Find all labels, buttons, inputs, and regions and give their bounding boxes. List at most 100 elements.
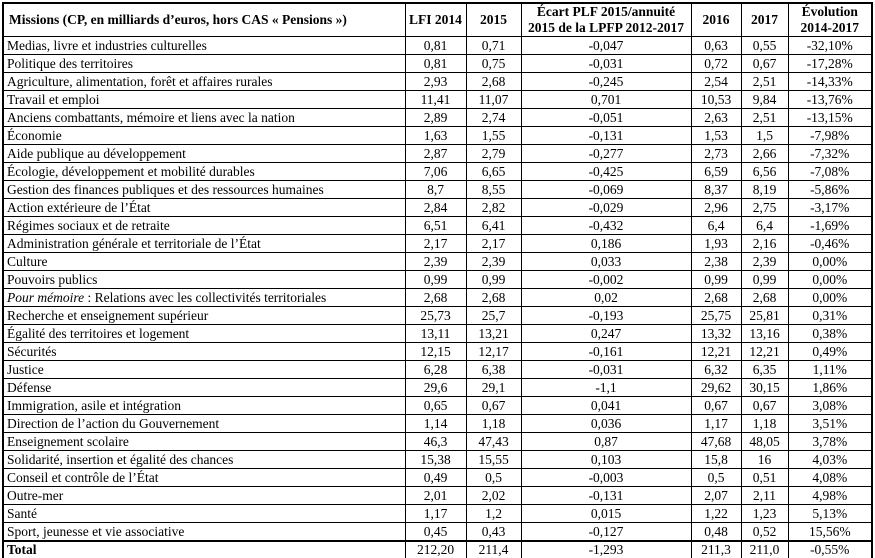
value-cell: 3,08%: [787, 395, 873, 415]
table-row: Travail et emploi 11,41 11,07 0,701 10,53 9,8…: [2, 89, 873, 109]
value-cell: -1,1: [520, 377, 692, 397]
value-cell: 0,48: [690, 521, 742, 541]
value-cell: 1,23: [740, 503, 789, 523]
value-cell: 0,67: [465, 395, 522, 415]
table-row: Écologie, développement et mobilité dura…: [2, 161, 873, 181]
value-cell: -14,33%: [787, 71, 873, 91]
value-cell: -0,277: [520, 143, 692, 163]
mission-cell: Défense: [2, 377, 406, 397]
value-cell: 0,67: [740, 395, 789, 415]
value-cell: 6,4: [740, 215, 789, 235]
value-cell: 2,51: [740, 107, 789, 127]
mission-cell: Direction de l’action du Gouvernement: [2, 413, 406, 433]
value-cell: 8,37: [690, 179, 742, 199]
value-cell: -0,031: [520, 359, 692, 379]
value-cell: 2,11: [740, 485, 789, 505]
mission-cell: Sport, jeunesse et vie associative: [2, 521, 406, 541]
table-body: Medias, livre et industries culturelles 0…: [2, 35, 873, 541]
mission-cell: Action extérieure de l’État: [2, 197, 406, 217]
mission-cell: Sécurités: [2, 341, 406, 361]
value-cell: 1,18: [465, 413, 522, 433]
table-row: Défense 29,6 29,1 -1,1 29,62 30,15 1,86%: [2, 377, 873, 397]
value-cell: 2,17: [465, 233, 522, 253]
table-row: Medias, livre et industries culturelles 0…: [2, 35, 873, 55]
value-cell: 0,00%: [787, 251, 873, 271]
value-cell: 3,78%: [787, 431, 873, 451]
value-cell: 29,1: [465, 377, 522, 397]
value-cell: 2,84: [404, 197, 467, 217]
value-cell: -0,425: [520, 161, 692, 181]
value-cell: 8,7: [404, 179, 467, 199]
value-cell: 2,38: [690, 251, 742, 271]
value-cell: 8,55: [465, 179, 522, 199]
value-cell: 12,21: [740, 341, 789, 361]
value-cell: 15,38: [404, 449, 467, 469]
total-value-cell: 211,3: [690, 539, 742, 558]
table-row: Solidarité, insertion et égalité des cha…: [2, 449, 873, 469]
value-cell: 2,01: [404, 485, 467, 505]
value-cell: 2,68: [465, 71, 522, 91]
header-2015: 2015: [465, 2, 522, 37]
value-cell: 10,53: [690, 89, 742, 109]
mission-cell: Conseil et contrôle de l’État: [2, 467, 406, 487]
value-cell: 47,68: [690, 431, 742, 451]
total-value-cell: -1,293: [520, 539, 692, 558]
value-cell: 8,19: [740, 179, 789, 199]
value-cell: 0,75: [465, 53, 522, 73]
value-cell: -13,15%: [787, 107, 873, 127]
value-cell: -0,029: [520, 197, 692, 217]
value-cell: 0,31%: [787, 305, 873, 325]
value-cell: 2,39: [404, 251, 467, 271]
value-cell: 15,55: [465, 449, 522, 469]
value-cell: 2,82: [465, 197, 522, 217]
value-cell: -0,003: [520, 467, 692, 487]
table-row: Gestion des finances publiques et des re…: [2, 179, 873, 199]
table-row: Action extérieure de l’État 2,84 2,82 -0,02…: [2, 197, 873, 217]
value-cell: -0,245: [520, 71, 692, 91]
table-row: Politique des territoires 0,81 0,75 -0,031 0…: [2, 53, 873, 73]
value-cell: 2,96: [690, 197, 742, 217]
value-cell: 46,3: [404, 431, 467, 451]
table-row: Aide publique au développement 2,87 2,79 -0…: [2, 143, 873, 163]
value-cell: -0,46%: [787, 233, 873, 253]
value-cell: 6,35: [740, 359, 789, 379]
table-row: Anciens combattants, mémoire et liens av…: [2, 107, 873, 127]
total-value-cell: 212,20: [404, 539, 467, 558]
value-cell: 6,38: [465, 359, 522, 379]
table-row: Régimes sociaux et de retraite 6,51 6,41 -0…: [2, 215, 873, 235]
value-cell: 6,51: [404, 215, 467, 235]
value-cell: 0,49: [404, 467, 467, 487]
table-row: Outre-mer 2,01 2,02 -0,131 2,07 2,11 4,98%: [2, 485, 873, 505]
header-2017: 2017: [740, 2, 789, 37]
value-cell: 1,14: [404, 413, 467, 433]
value-cell: 2,02: [465, 485, 522, 505]
table-row: Recherche et enseignement supérieur 25,73…: [2, 305, 873, 325]
value-cell: 0,45: [404, 521, 467, 541]
mission-cell: Aide publique au développement: [2, 143, 406, 163]
value-cell: 0,00%: [787, 269, 873, 289]
value-cell: 2,63: [690, 107, 742, 127]
value-cell: 1,17: [404, 503, 467, 523]
value-cell: -0,031: [520, 53, 692, 73]
value-cell: 13,16: [740, 323, 789, 343]
value-cell: 2,39: [465, 251, 522, 271]
table-row: Conseil et contrôle de l’État 0,49 0,5 -0,0…: [2, 467, 873, 487]
mission-cell: Recherche et enseignement supérieur: [2, 305, 406, 325]
value-cell: -0,002: [520, 269, 692, 289]
value-cell: -1,69%: [787, 215, 873, 235]
value-cell: 13,11: [404, 323, 467, 343]
value-cell: 2,07: [690, 485, 742, 505]
header-row: Missions (CP, en milliards d’euros, hors…: [2, 2, 873, 37]
value-cell: 2,17: [404, 233, 467, 253]
value-cell: -0,161: [520, 341, 692, 361]
value-cell: 0,103: [520, 449, 692, 469]
mission-italic-prefix: Pour mémoire: [7, 289, 85, 305]
value-cell: 6,41: [465, 215, 522, 235]
table-row: Justice 6,28 6,38 -0,031 6,32 6,35 1,11%: [2, 359, 873, 379]
value-cell: 5,13%: [787, 503, 873, 523]
value-cell: -0,131: [520, 485, 692, 505]
value-cell: 0,5: [465, 467, 522, 487]
value-cell: 2,89: [404, 107, 467, 127]
value-cell: 4,03%: [787, 449, 873, 469]
